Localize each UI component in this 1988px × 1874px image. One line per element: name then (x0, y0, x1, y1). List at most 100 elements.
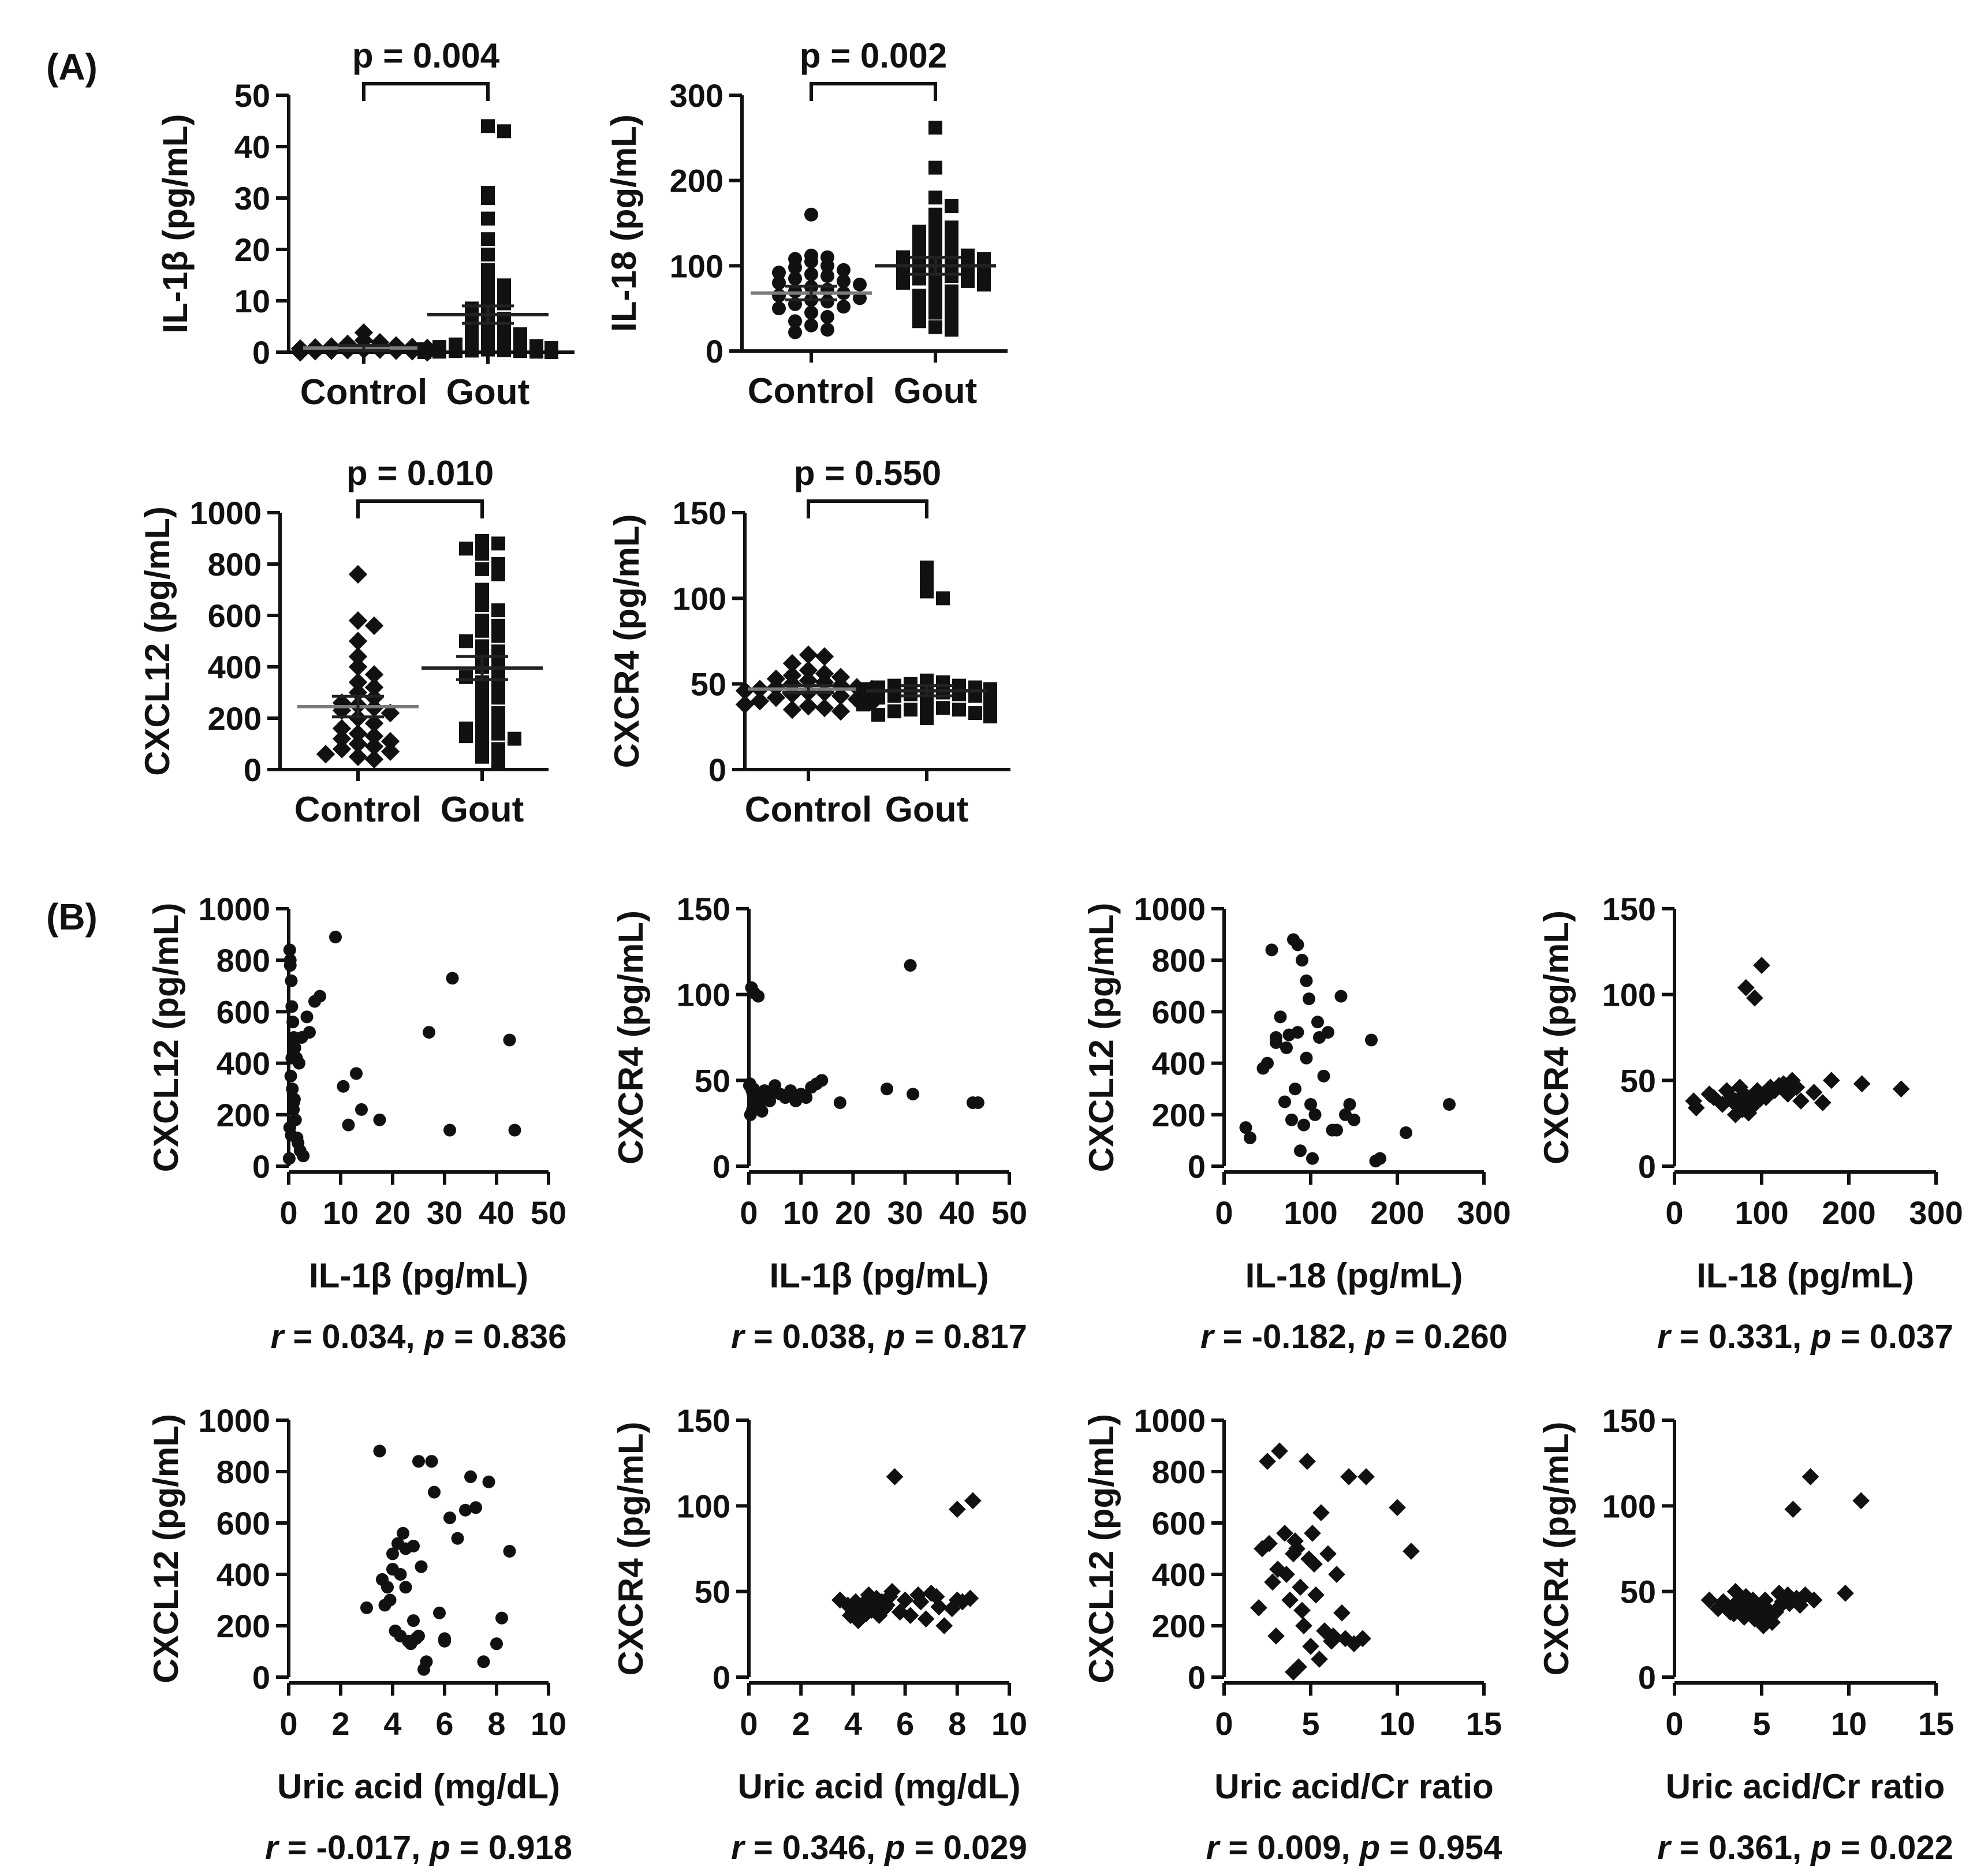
data-point (286, 1082, 299, 1096)
data-point (1312, 1504, 1330, 1522)
data-point (815, 699, 834, 718)
data-point (1365, 1033, 1378, 1047)
correlation-stat: r = 0.331, p = 0.037 (1657, 1318, 1953, 1356)
x-tick-label: 10 (1379, 1705, 1415, 1742)
correlation-stat: r = -0.017, p = 0.918 (265, 1829, 572, 1866)
data-point (332, 719, 352, 738)
data-point (332, 729, 352, 748)
data-point (475, 711, 489, 725)
x-tick-label: 0 (1215, 1194, 1233, 1231)
data-point (977, 252, 991, 266)
data-point (1261, 1057, 1274, 1070)
data-point (1853, 1075, 1871, 1093)
y-tick-label: 200 (217, 1097, 270, 1133)
data-point (912, 225, 926, 239)
stat-value: = 0.331, (1670, 1318, 1811, 1356)
data-point (799, 645, 818, 665)
y-tick-label: 400 (217, 1046, 270, 1082)
data-point (1274, 1010, 1287, 1024)
data-point (948, 1500, 966, 1518)
data-point (364, 726, 384, 746)
data-point (1743, 1600, 1760, 1618)
data-point (282, 1152, 296, 1165)
data-point (386, 341, 406, 360)
data-point (1276, 1524, 1293, 1542)
x-tick-label: 8 (948, 1705, 966, 1742)
data-point (459, 729, 473, 744)
y-tick-label: 150 (673, 495, 726, 531)
p-value-label: p = 0.004 (352, 36, 500, 75)
y-tick-label: 200 (217, 1608, 270, 1644)
data-point (1805, 1084, 1823, 1101)
data-point (350, 1067, 363, 1080)
chart-b3: 0 200 400 600 800 1000 CXCL12 (pg/mL) 0 100 200 30… (1082, 891, 1511, 1356)
data-point (772, 275, 786, 290)
y-axis-title: CXCL12 (pg/mL) (1082, 1414, 1121, 1683)
data-point (788, 260, 802, 275)
stat-value: = 0.836 (445, 1318, 566, 1356)
data-point (1400, 1126, 1412, 1140)
data-point (772, 301, 786, 316)
data-point (983, 710, 997, 724)
data-point (928, 320, 942, 334)
data-point (1389, 1499, 1406, 1517)
x-tick-label: 100 (1735, 1194, 1788, 1231)
y-axis-title: CXCR4 (pg/mL) (611, 910, 650, 1164)
data-point (831, 701, 851, 721)
data-point (912, 314, 926, 328)
data-point (927, 1588, 945, 1606)
data-point (491, 567, 505, 581)
stat-value: = 0.029 (905, 1829, 1027, 1866)
data-point (837, 263, 851, 277)
data-point (399, 1581, 412, 1594)
data-point (1801, 1468, 1819, 1485)
data-point (820, 269, 834, 283)
y-tick-label: 100 (677, 1488, 730, 1524)
data-point (475, 685, 489, 700)
x-tick-label: 30 (887, 1194, 923, 1231)
x-tick-label: 30 (427, 1194, 463, 1231)
y-axis-title: CXCL12 (pg/mL) (1082, 903, 1121, 1173)
y-tick-label: 150 (1602, 891, 1656, 927)
y-tick-label: 800 (217, 942, 270, 979)
data-point (459, 1503, 472, 1517)
data-point (1333, 1604, 1351, 1622)
x-tick-label: 10 (531, 1705, 566, 1742)
x-axis-title: IL-1β (pg/mL) (770, 1256, 989, 1295)
data-point (735, 681, 755, 700)
x-tick-label: 50 (991, 1194, 1027, 1231)
y-tick-label: 150 (1602, 1402, 1656, 1439)
data-point (904, 959, 917, 972)
data-point (1725, 1605, 1743, 1623)
data-point (901, 1607, 919, 1625)
panel-label-b: (B) (46, 896, 98, 938)
x-tick-label: 40 (479, 1194, 514, 1231)
data-point (1265, 943, 1278, 957)
data-point (920, 584, 934, 599)
y-axis-title: CXCR4 (pg/mL) (1537, 1422, 1576, 1676)
stat-value: = 0.954 (1380, 1829, 1502, 1866)
y-axis-title: CXCL12 (pg/mL) (138, 506, 177, 776)
data-point (815, 647, 834, 666)
data-point (1293, 1602, 1311, 1619)
data-point (928, 216, 942, 230)
data-point (513, 344, 527, 359)
stat-symbol: p (428, 1829, 450, 1866)
data-point (451, 1532, 464, 1545)
data-point (295, 1031, 308, 1044)
data-point (1354, 1630, 1371, 1648)
significance-bracket (356, 499, 484, 518)
stat-symbol: r (271, 1318, 286, 1356)
data-point (342, 1118, 355, 1132)
data-point (928, 241, 942, 256)
y-axis-title: CXCR4 (pg/mL) (1537, 910, 1576, 1164)
data-point (820, 323, 834, 337)
data-point (1374, 1152, 1386, 1165)
data-point (443, 1511, 456, 1525)
data-point (1705, 1089, 1722, 1106)
x-tick-label: 20 (835, 1194, 871, 1231)
data-point (360, 1601, 373, 1614)
data-point (936, 701, 950, 715)
data-point (1300, 1051, 1313, 1065)
y-axis-title: IL-18 (pg/mL) (605, 114, 643, 332)
